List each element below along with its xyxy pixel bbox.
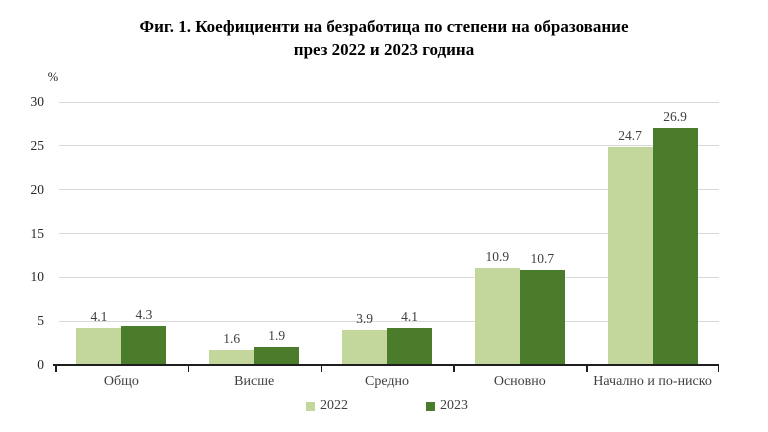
y-axis-tick-label: 30: [30, 94, 45, 109]
gridline-15: [59, 233, 719, 234]
gridline-20: [59, 189, 719, 191]
y-axis-unit-label: %: [47, 70, 59, 84]
bar-2022-Общо: [76, 328, 122, 364]
y-axis-tick-label: 5: [37, 313, 44, 329]
gridline-25: [59, 145, 719, 147]
legend-item-2023: 2023: [426, 398, 468, 414]
bar-value-label: 10.9: [485, 249, 510, 265]
category-label-Средно: Средно: [365, 374, 409, 389]
bar-2023-Общо: [121, 326, 167, 364]
bar-value-label: 3.9: [356, 310, 373, 326]
x-axis-tick: [453, 366, 455, 372]
bar-value-label: 24.7: [618, 128, 642, 144]
bar-2022-Основно: [474, 268, 520, 364]
x-axis-tick: [55, 366, 57, 372]
x-axis-tick: [586, 366, 588, 372]
x-axis-line: [53, 364, 719, 366]
bar-value-label: 10.7: [530, 251, 555, 267]
legend-item-2022: 2022: [306, 398, 348, 414]
bar-2023-Средно: [387, 328, 432, 364]
bar-2023-Висше: [254, 347, 300, 364]
bar-2023-Основно: [519, 270, 565, 364]
category-label-Основно: Основно: [493, 374, 546, 389]
legend-swatch-2023: [426, 401, 435, 411]
legend-label-2022: 2022: [320, 398, 348, 413]
bar-value-label: 4.1: [90, 309, 108, 325]
x-axis-category-labels: Общо Висше Средно Основно Начално и по-ниско: [55, 374, 719, 390]
gridline-10: [59, 276, 719, 278]
bar-value-label: 1.6: [223, 330, 241, 346]
chart-title: Фиг. 1. Коефициенти на безработица по ст…: [0, 15, 768, 61]
chart-title-line1: Фиг. 1. Коефициенти на безработица по ст…: [139, 17, 629, 36]
bar-value-label: 4.1: [401, 309, 418, 325]
x-axis-tick: [187, 366, 190, 372]
bar-2022-Начално и по-ниско: [607, 147, 653, 364]
y-axis-tick-label: 25: [30, 137, 45, 153]
y-axis-tick-label: 10: [30, 269, 45, 285]
legend-swatch-2022: [306, 401, 315, 411]
bar-value-label: 4.3: [135, 307, 153, 323]
plot-area: 4.1 4.3 1.6 1.9 3.9 4.1 10.9 10.7 24.7 26.9: [53, 101, 719, 372]
legend: 2022 2023: [55, 398, 719, 414]
bar-2023-Начално и по-ниско: [652, 128, 698, 364]
gridline-5: [59, 320, 719, 322]
bar-value-label: 26.9: [663, 109, 687, 125]
y-axis-tick-label: 0: [37, 357, 44, 372]
y-axis-tick-labels: 0 5 10 15 20 25 30: [0, 94, 48, 372]
legend-label-2023: 2023: [440, 398, 468, 413]
y-axis-tick-label: 15: [30, 225, 45, 241]
category-label-Начално и по-ниско: Начално и по-ниско: [593, 374, 712, 389]
gridline-30: [59, 101, 719, 103]
y-axis-tick-label: 20: [30, 181, 45, 197]
bar-2022-Средно: [342, 329, 387, 364]
x-axis-tick: [717, 366, 719, 372]
bar-2022-Висше: [209, 349, 255, 364]
chart-title-line2: през 2022 и 2023 година: [293, 40, 475, 59]
category-label-Общо: Общо: [103, 374, 139, 389]
x-axis-tick: [320, 366, 323, 372]
category-label-Висше: Висше: [234, 374, 275, 389]
bar-value-label: 1.9: [268, 328, 286, 344]
